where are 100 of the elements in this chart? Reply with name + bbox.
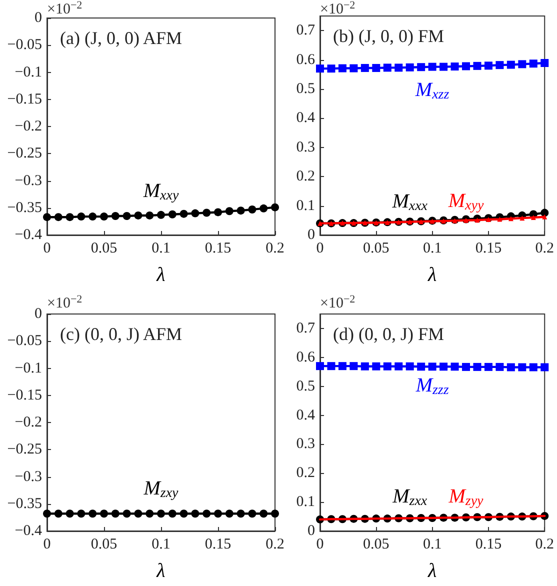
- point: [473, 362, 482, 371]
- x-tick-label: 0.2: [535, 240, 554, 256]
- y-tick-label: −0.05: [7, 37, 42, 54]
- x-tick-label: 0.05: [363, 536, 390, 552]
- y-tick-label: −0.4: [14, 523, 42, 539]
- x-tick-label: 0.1: [422, 536, 442, 552]
- point: [77, 212, 86, 221]
- point: [440, 62, 448, 71]
- y-tick-label: 0: [34, 306, 42, 322]
- y-tick-label: −0.35: [7, 200, 42, 216]
- point: [360, 362, 369, 370]
- y-tick-label: −0.25: [7, 146, 42, 162]
- point: [474, 218, 480, 223]
- y-tick-label: −0.35: [7, 496, 42, 512]
- point: [66, 213, 74, 222]
- point: [316, 64, 324, 73]
- y-tick-label: −0.1: [14, 64, 42, 80]
- point: [146, 211, 154, 220]
- y-tick-label: 0.2: [296, 168, 315, 185]
- point: [508, 216, 514, 222]
- point: [214, 208, 222, 216]
- y-tick-label: −0.3: [14, 172, 42, 189]
- y-tick-label: −0.15: [7, 91, 42, 108]
- point: [473, 62, 482, 70]
- point: [417, 362, 426, 371]
- point: [54, 213, 62, 222]
- point: [497, 216, 502, 222]
- point: [168, 210, 176, 218]
- point: [452, 218, 458, 224]
- y-tick-label: 0: [308, 227, 315, 243]
- x-tick-label: 0.15: [204, 240, 232, 256]
- point: [417, 63, 426, 72]
- point: [518, 363, 526, 372]
- x-tick-label: 0.2: [266, 240, 284, 256]
- x-axis-title: λ: [426, 560, 437, 582]
- point: [225, 207, 234, 216]
- point: [428, 62, 436, 71]
- x-tick-label: 0.15: [204, 536, 232, 552]
- point: [506, 363, 515, 372]
- point: [394, 362, 403, 370]
- point: [134, 211, 142, 220]
- y-tick-label: −0.2: [14, 118, 42, 134]
- point: [530, 214, 536, 220]
- y-tick-label: −0.05: [7, 333, 42, 350]
- point: [360, 64, 369, 72]
- point: [191, 209, 200, 218]
- point: [260, 204, 268, 212]
- x-tick-label: 0.2: [535, 536, 554, 552]
- x-tick-label: 0.05: [90, 536, 118, 552]
- point: [180, 210, 188, 218]
- x-axis-title: λ: [426, 264, 437, 286]
- y-tick-label: 0.5: [296, 378, 315, 394]
- point: [372, 362, 380, 370]
- y-tick-label: 0.3: [296, 139, 315, 156]
- x-tick-label: 0.1: [152, 536, 170, 552]
- x-tick-label: 0.2: [266, 536, 284, 552]
- point: [383, 64, 392, 72]
- point: [428, 362, 436, 371]
- y-tick-label: 0.4: [296, 110, 316, 126]
- text: (b) (J, 0, 0) FM: [333, 26, 444, 46]
- text: (d) (0, 0, J) FM: [333, 324, 444, 344]
- point: [338, 362, 346, 370]
- point: [406, 63, 414, 72]
- x-tick-label: 0.15: [475, 240, 502, 256]
- point: [496, 362, 504, 371]
- y-tick-label: −0.4: [14, 227, 42, 243]
- point: [327, 64, 336, 73]
- text: (a) (J, 0, 0) AFM: [60, 28, 182, 48]
- x-axis-title: λ: [156, 264, 166, 286]
- point: [462, 362, 470, 371]
- y-tick-label: 0.3: [296, 436, 315, 452]
- point: [43, 213, 51, 222]
- point: [450, 62, 459, 71]
- point: [484, 62, 492, 70]
- point: [462, 62, 470, 70]
- point: [540, 208, 549, 217]
- y-tick-label: 0.7: [296, 22, 316, 39]
- point: [540, 363, 549, 372]
- point: [350, 362, 358, 370]
- point: [406, 362, 414, 370]
- point: [350, 64, 358, 72]
- point: [486, 217, 491, 222]
- point: [540, 59, 549, 68]
- y-tick-label: 0: [308, 523, 315, 539]
- point: [383, 362, 392, 370]
- y-tick-label: −0.2: [14, 414, 42, 430]
- point: [506, 60, 515, 69]
- x-tick-label: 0.05: [90, 240, 118, 256]
- point: [520, 216, 525, 221]
- point: [122, 212, 131, 220]
- point: [338, 64, 346, 72]
- point: [248, 206, 256, 214]
- point: [542, 214, 548, 220]
- x-tick-label: 0.1: [422, 240, 442, 256]
- point: [496, 61, 504, 70]
- y-tick-label: 0.6: [296, 52, 316, 68]
- x-tick-label: 0.15: [475, 536, 502, 552]
- text: (c) (0, 0, J) AFM: [60, 324, 182, 344]
- y-tick-label: 0.2: [296, 465, 315, 482]
- point: [440, 362, 448, 371]
